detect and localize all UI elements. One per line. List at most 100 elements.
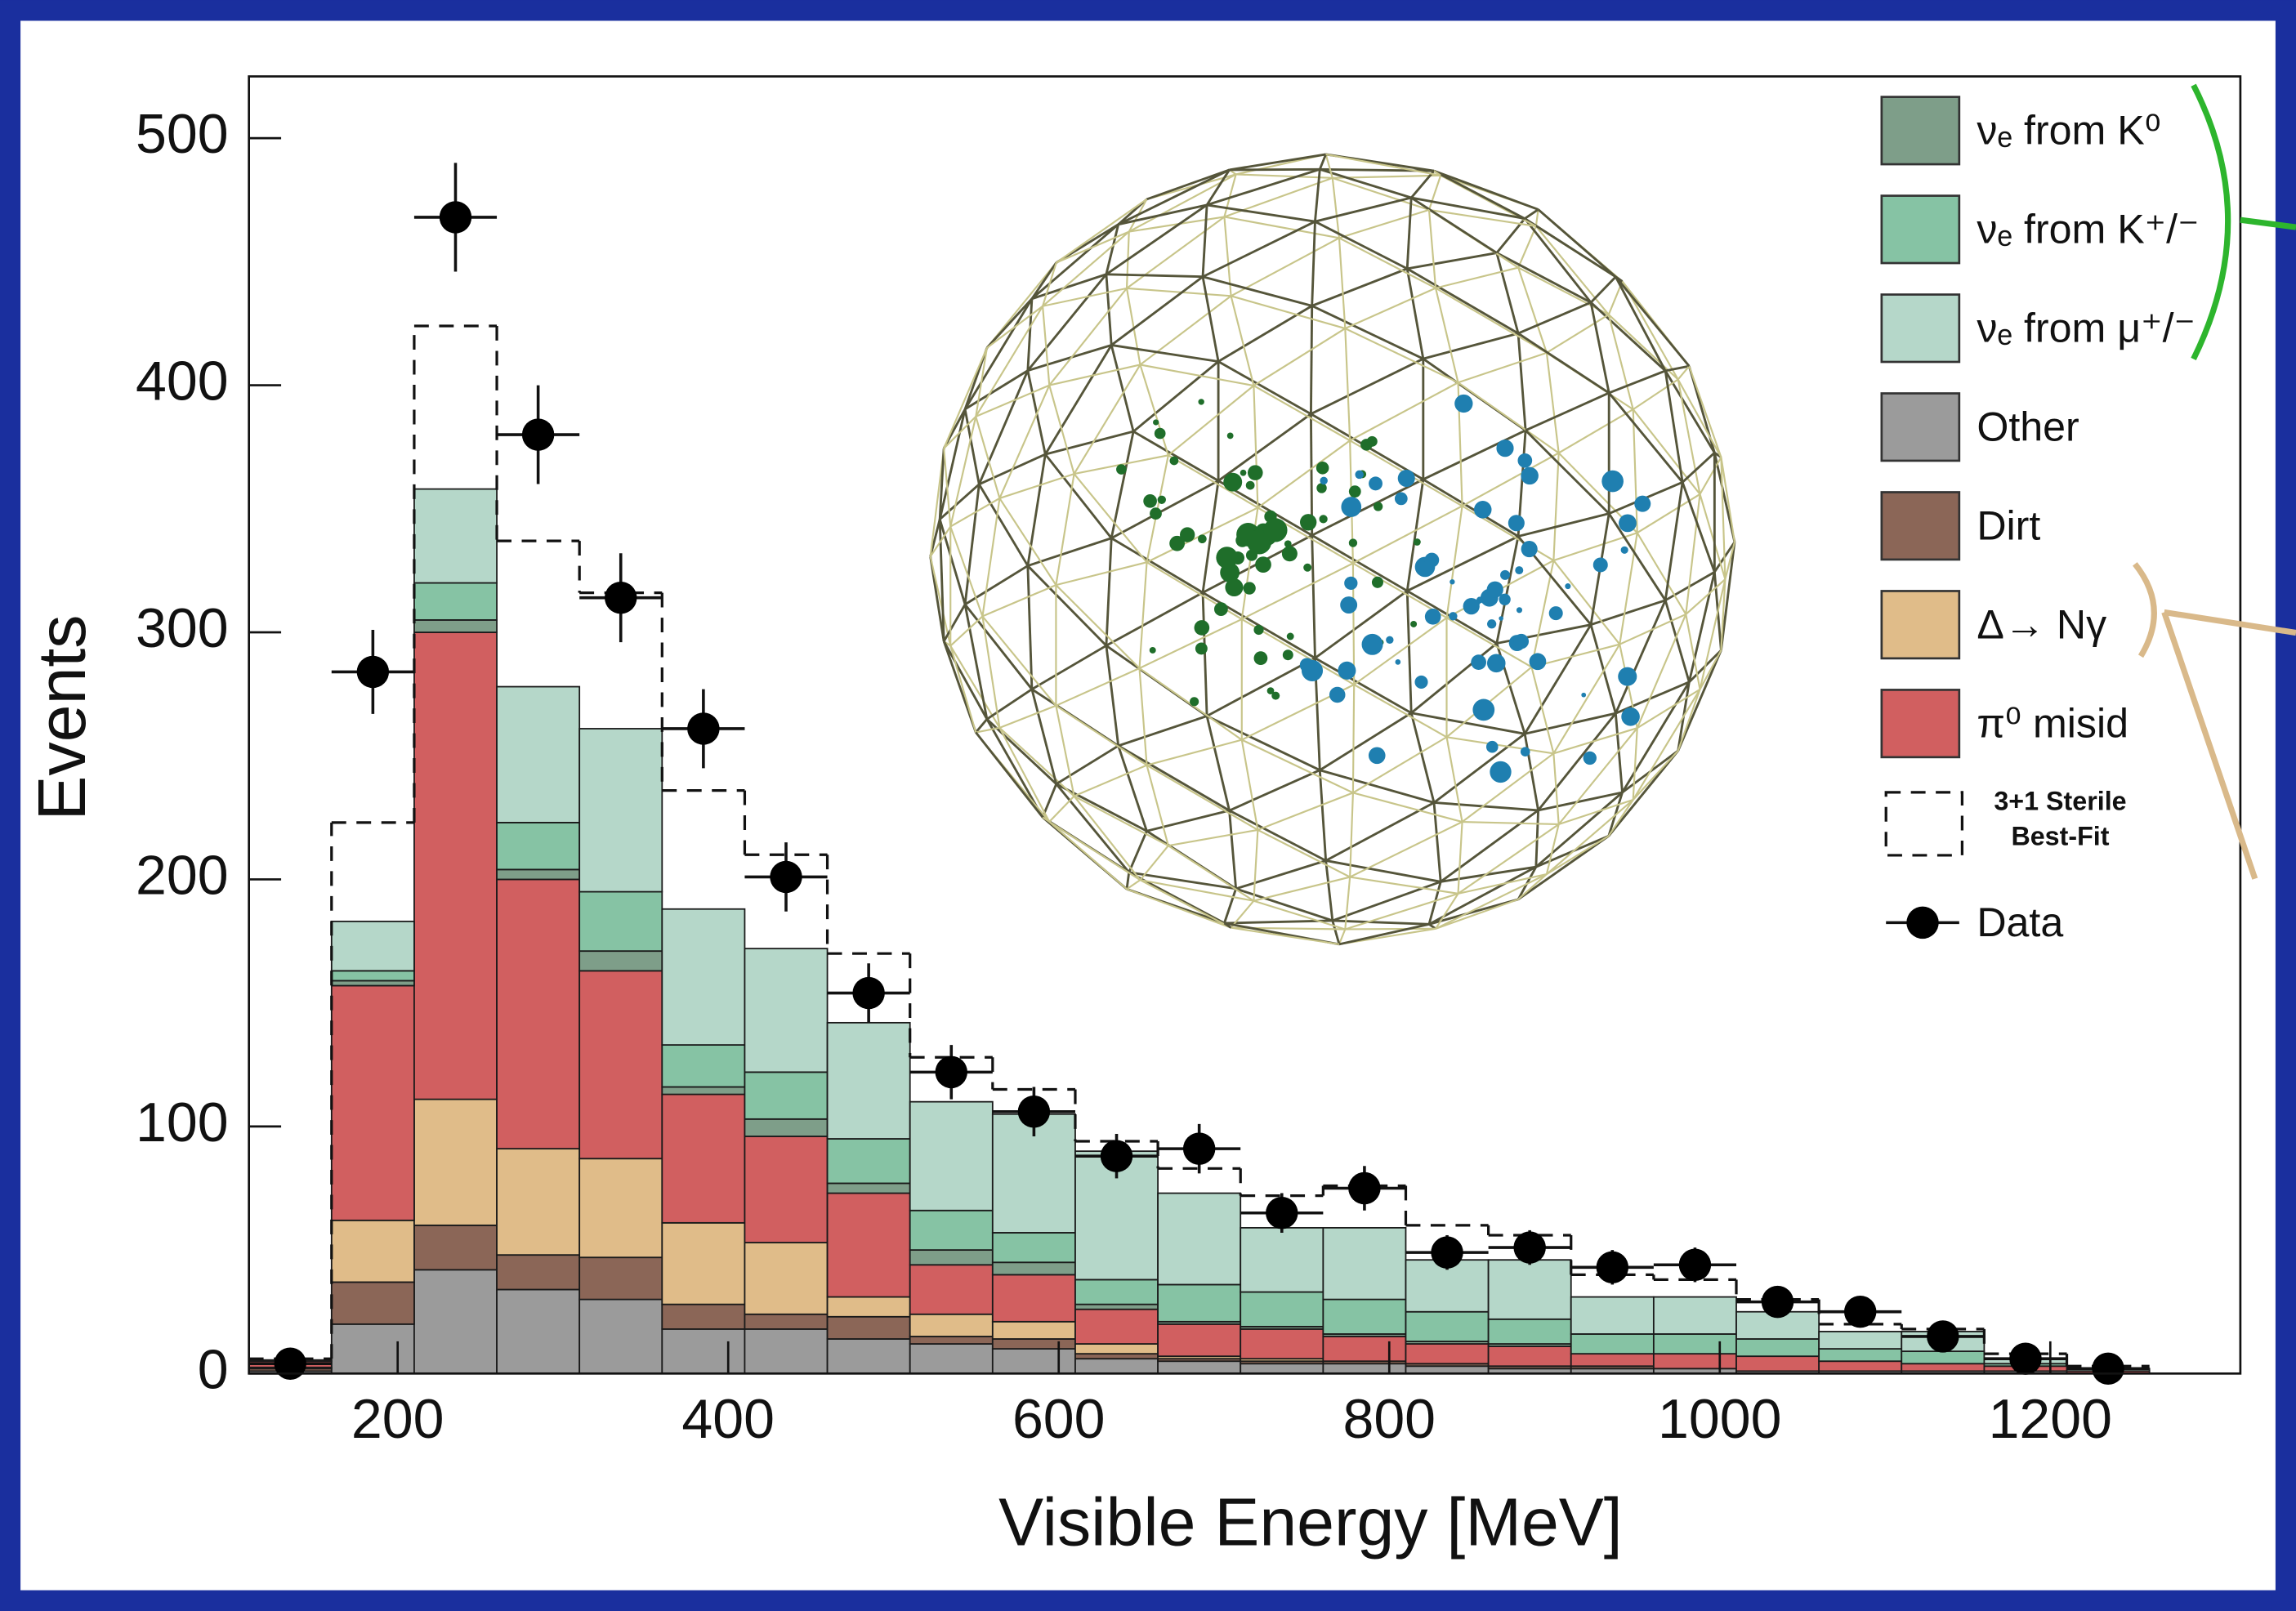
wire — [1314, 169, 1321, 222]
stack-segment — [1487, 1259, 1572, 1320]
stack-segment — [496, 685, 581, 823]
wire — [1253, 385, 1351, 442]
stack-segment — [661, 908, 746, 1046]
hit — [1194, 620, 1210, 636]
hit — [1515, 566, 1524, 575]
wire — [1139, 618, 1243, 669]
wire — [1621, 681, 1691, 793]
wire — [1206, 203, 1316, 223]
wire — [1231, 295, 1346, 330]
wire — [1525, 429, 1610, 515]
stack-segment — [330, 1219, 415, 1283]
hit — [1449, 612, 1458, 621]
wire — [1664, 364, 1690, 373]
wire — [1117, 745, 1148, 832]
stack-segment — [909, 1313, 994, 1337]
legend-swatch — [1880, 392, 1961, 462]
wire — [1445, 506, 1463, 618]
wire — [1253, 328, 1346, 386]
wire — [975, 384, 1050, 417]
wire — [1146, 764, 1258, 831]
hit — [1621, 707, 1640, 726]
wire — [1311, 478, 1424, 537]
bracket — [2133, 562, 2157, 658]
stack-segment — [909, 1264, 994, 1315]
stack-segment — [330, 970, 415, 982]
wire — [1552, 753, 1560, 825]
wire — [1352, 562, 1448, 619]
wire — [1201, 592, 1208, 716]
y-tick-label: 400 — [136, 350, 229, 413]
stack-segment — [413, 619, 498, 633]
hit — [1226, 432, 1234, 440]
stack-segment — [744, 1118, 829, 1137]
wire — [1201, 480, 1220, 593]
wire — [1206, 167, 1320, 207]
wire — [1524, 208, 1539, 220]
wire — [1457, 821, 1463, 894]
wire — [1223, 174, 1237, 217]
wire — [1338, 208, 1430, 239]
wire — [1352, 505, 1463, 565]
wire — [1228, 769, 1320, 812]
wire — [1056, 561, 1147, 587]
stack-segment — [1157, 1323, 1242, 1358]
wire — [949, 526, 984, 617]
wire — [1353, 684, 1448, 739]
wire — [1056, 783, 1148, 832]
hit — [1424, 552, 1440, 568]
stack-segment — [330, 980, 415, 987]
wire — [975, 416, 1001, 499]
wire — [1353, 617, 1448, 685]
wire — [1440, 865, 1537, 883]
wire — [1607, 314, 1634, 410]
wire — [1523, 734, 1540, 811]
stack-segment — [1570, 1353, 1655, 1368]
wire — [938, 408, 967, 520]
wire — [1537, 712, 1617, 811]
wire — [1552, 560, 1621, 645]
wire — [929, 525, 952, 557]
wire — [1546, 835, 1610, 875]
wire — [963, 484, 980, 605]
wire — [1027, 344, 1112, 372]
wire — [1405, 479, 1425, 591]
hit — [1348, 538, 1358, 547]
wire — [1458, 873, 1548, 895]
wire — [1044, 430, 1134, 456]
stack-segment — [909, 1343, 994, 1375]
wire — [1664, 482, 1684, 601]
wire — [1462, 820, 1559, 826]
wire — [1423, 429, 1526, 481]
wire — [1048, 821, 1141, 881]
wire — [1231, 926, 1340, 945]
wire — [999, 704, 1056, 729]
wire — [1311, 267, 1408, 307]
wire — [1352, 792, 1463, 823]
stack-segment — [578, 970, 663, 1160]
hit — [1247, 465, 1263, 480]
stack-segment — [1322, 1298, 1407, 1335]
stack-segment — [1487, 1318, 1572, 1345]
wire — [1042, 262, 1057, 307]
stack-segment — [1405, 1343, 1490, 1365]
wire — [981, 498, 1001, 617]
hit — [1348, 485, 1361, 498]
hit — [1410, 620, 1418, 627]
wire — [964, 369, 1029, 411]
wire — [1446, 736, 1554, 755]
wire — [1462, 452, 1560, 507]
legend-label: νₑ from K⁺/⁻ — [1977, 207, 2199, 252]
stack-segment — [1322, 1363, 1407, 1375]
wire — [1428, 208, 1537, 228]
stack-segment — [1405, 1310, 1490, 1342]
wire — [1524, 217, 1592, 304]
plot-area: 0 100 200 300 400 500 200 400 600 800 1000 1200 — [136, 103, 2151, 1450]
wire — [1224, 216, 1340, 239]
stack-segment — [496, 1148, 581, 1256]
legend: νₑ from K⁰ νₑ from K⁺/⁻ νₑ from μ⁺/⁻ Other D… — [1880, 96, 2200, 945]
stack-segment — [1405, 1365, 1490, 1375]
stack-segment — [496, 1254, 581, 1291]
wire — [1128, 830, 1148, 873]
legend-label: Data — [1977, 899, 2063, 945]
